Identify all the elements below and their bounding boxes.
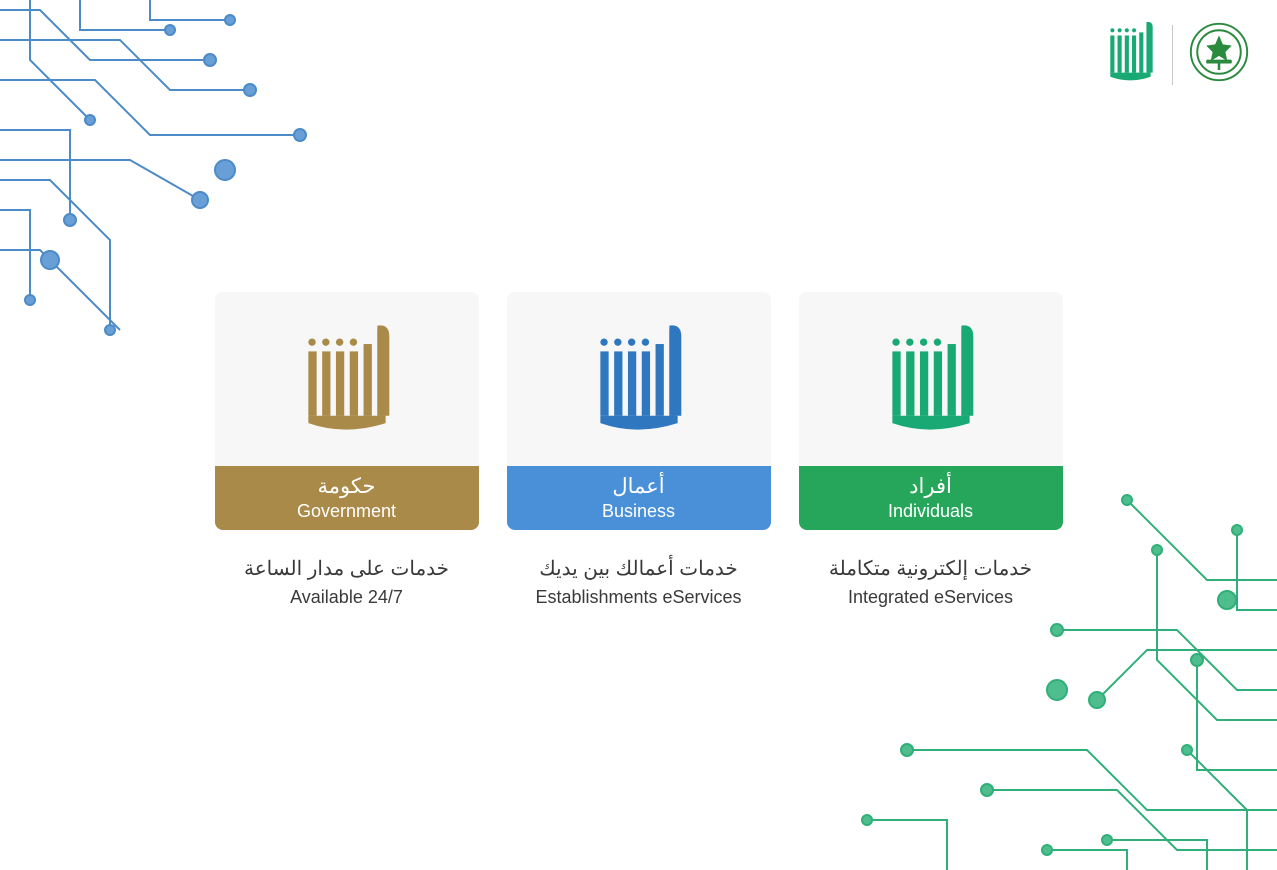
card-business-tagline-en: Establishments eServices (535, 584, 741, 611)
card-individuals-title-ar: أفراد (909, 474, 952, 500)
card-business[interactable]: أعمال Business (507, 292, 771, 530)
card-individuals-title-en: Individuals (888, 500, 973, 523)
card-business-tagline-ar: خدمات أعمالك بين يديك (535, 554, 741, 584)
card-individuals-tagline-ar: خدمات إلكترونية متكاملة (829, 554, 1032, 584)
card-individuals-label-bar: أفراد Individuals (799, 466, 1063, 530)
card-government-icon-zone (215, 292, 479, 466)
card-government-tagline-en: Available 24/7 (244, 584, 449, 611)
card-government-label-bar: حكومة Government (215, 466, 479, 530)
card-individuals[interactable]: أفراد Individuals (799, 292, 1063, 530)
logo-divider (1172, 25, 1173, 85)
card-government-title-ar: حكومة (318, 474, 376, 500)
absher-logo-business-icon (593, 323, 685, 435)
absher-logo-government-icon (301, 323, 393, 435)
card-wrap-business: أعمال Business خدمات أعمالك بين يديك Est… (507, 292, 771, 611)
card-government-tagline-ar: خدمات على مدار الساعة (244, 554, 449, 584)
absher-logo-icon (1106, 21, 1158, 88)
service-cards-row: حكومة Government خدمات على مدار الساعة A… (0, 292, 1277, 611)
circuit-deco-top-left (0, 0, 430, 340)
moi-emblem-icon (1187, 20, 1251, 89)
card-business-title-ar: أعمال (612, 474, 664, 500)
card-government[interactable]: حكومة Government (215, 292, 479, 530)
card-business-icon-zone (507, 292, 771, 466)
absher-logo-individuals-icon (885, 323, 977, 435)
card-business-title-en: Business (602, 500, 675, 523)
card-government-title-en: Government (297, 500, 396, 523)
card-business-tagline: خدمات أعمالك بين يديك Establishments eSe… (535, 554, 741, 611)
card-wrap-government: حكومة Government خدمات على مدار الساعة A… (215, 292, 479, 611)
card-individuals-tagline-en: Integrated eServices (829, 584, 1032, 611)
card-individuals-tagline: خدمات إلكترونية متكاملة Integrated eServ… (829, 554, 1032, 611)
card-wrap-individuals: أفراد Individuals خدمات إلكترونية متكامل… (799, 292, 1063, 611)
card-government-tagline: خدمات على مدار الساعة Available 24/7 (244, 554, 449, 611)
header-logos (1106, 20, 1251, 89)
card-business-label-bar: أعمال Business (507, 466, 771, 530)
card-individuals-icon-zone (799, 292, 1063, 466)
